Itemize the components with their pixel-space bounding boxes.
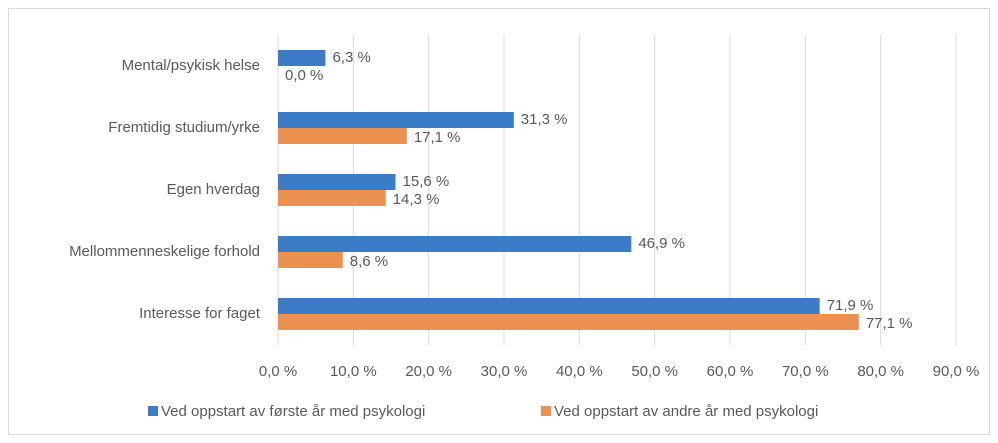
legend-label: Ved oppstart av første år med psykologi [161,403,425,420]
bar [278,252,343,268]
x-tick-label: 30,0 % [481,363,528,380]
x-tick-label: 0,0 % [259,363,297,380]
bar [278,174,396,190]
value-label: 71,9 % [827,297,874,314]
x-tick-label: 90,0 % [933,363,980,380]
x-tick-label: 10,0 % [330,363,377,380]
value-label: 15,6 % [403,173,450,190]
x-tick-label: 20,0 % [405,363,452,380]
bar [278,50,326,66]
value-label: 8,6 % [350,253,388,270]
legend-swatch [148,406,158,416]
x-tick-label: 50,0 % [631,363,678,380]
x-tick-label: 40,0 % [556,363,603,380]
y-tick-label: Egen hverdag [167,181,260,198]
value-label: 17,1 % [414,129,461,146]
legend-swatch [541,406,551,416]
x-tick-label: 80,0 % [857,363,904,380]
bar [278,190,386,206]
bar [278,298,820,314]
y-tick-label: Mental/psykisk helse [122,57,260,74]
bar [278,236,632,252]
value-label: 46,9 % [638,235,685,252]
y-tick-label: Interesse for faget [139,305,261,322]
y-tick-label: Fremtidig studium/yrke [108,119,260,136]
y-tick-label: Mellommenneskelige forhold [69,243,260,260]
bar [278,112,514,128]
x-tick-label: 60,0 % [707,363,754,380]
legend-label: Ved oppstart av andre år med psykologi [554,403,818,420]
value-label: 77,1 % [866,315,913,332]
bar [278,128,407,144]
value-label: 14,3 % [393,191,440,208]
chart-border [8,8,990,435]
bar [278,314,859,330]
value-label: 6,3 % [332,49,370,66]
x-tick-label: 70,0 % [782,363,829,380]
value-label: 0,0 % [285,67,323,84]
value-label: 31,3 % [521,111,568,128]
